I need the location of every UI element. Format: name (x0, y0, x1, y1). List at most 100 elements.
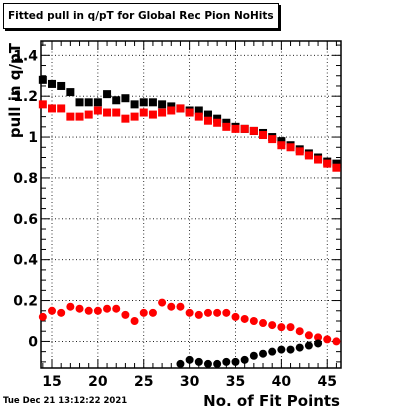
data-point-square (103, 90, 112, 99)
y-tick-label: 1.2 (13, 89, 38, 105)
data-point-circle (167, 302, 176, 311)
data-point-square (158, 108, 167, 117)
data-point-square (167, 106, 176, 115)
data-point-circle (84, 306, 93, 315)
data-point-square (213, 118, 222, 127)
data-point-square (332, 163, 341, 172)
data-point-square (75, 98, 84, 107)
data-point-square (222, 122, 231, 131)
y-tick-label: 0 (28, 334, 38, 350)
data-point-circle (231, 357, 240, 366)
y-tick-label: 0.6 (13, 212, 38, 228)
data-point-square (93, 106, 102, 115)
x-tick-label: 35 (226, 374, 245, 390)
data-point-square (304, 151, 313, 160)
data-point-circle (295, 343, 304, 352)
data-point-circle (314, 339, 323, 348)
x-tick-label: 20 (88, 374, 108, 390)
data-point-square (167, 102, 176, 111)
x-tick-label: 25 (134, 374, 153, 390)
plot-title: Fitted pull in q/pT for Global Rec Pion … (3, 3, 279, 29)
data-point-square (139, 98, 148, 107)
axis-ticks (41, 41, 341, 368)
data-point-square (112, 108, 121, 117)
data-point-circle (268, 321, 277, 330)
data-point-circle (304, 331, 313, 340)
data-point-square (48, 104, 57, 113)
data-point-circle (194, 310, 203, 319)
data-point-square (38, 75, 47, 84)
data-point-square (130, 100, 139, 109)
data-point-square (222, 118, 231, 127)
data-point-square (103, 108, 112, 117)
data-point-circle (203, 308, 212, 317)
data-point-circle (103, 304, 112, 313)
data-point-circle (231, 312, 240, 321)
data-point-square (93, 98, 102, 107)
data-point-circle (286, 345, 295, 354)
data-point-square (194, 106, 203, 115)
data-point-square (203, 116, 212, 125)
y-tick-label: 0.8 (13, 171, 38, 187)
data-point-circle (240, 314, 249, 323)
data-point-square (148, 98, 157, 107)
data-point-square (66, 88, 75, 97)
data-point-circle (249, 351, 258, 360)
data-point-square (240, 124, 249, 133)
data-point-square (48, 79, 57, 88)
y-tick-label: 0.4 (13, 253, 38, 269)
data-point-square (75, 112, 84, 121)
series-2 (38, 298, 341, 346)
x-tick-labels: 15 20 25 30 35 40 45 (42, 374, 337, 390)
data-point-square (314, 155, 323, 164)
x-axis-label: No. of Fit Points (203, 392, 340, 409)
x-tick-label: 40 (272, 374, 292, 390)
grid-lines (41, 41, 341, 368)
data-point-square (148, 110, 157, 119)
x-tick-label: 15 (42, 374, 61, 390)
series-3 (176, 339, 323, 368)
data-point-circle (332, 337, 341, 346)
data-point-circle (75, 304, 84, 313)
y-tick-labels: 0 0.2 0.4 0.6 0.8 1 1.2 1.4 (13, 48, 38, 350)
data-point-circle (295, 327, 304, 336)
data-point-circle (203, 359, 212, 368)
data-point-square (295, 147, 304, 156)
data-point-circle (222, 308, 231, 317)
data-point-circle (304, 341, 313, 350)
data-point-square (277, 137, 286, 146)
data-point-circle (148, 308, 157, 317)
data-point-square (57, 81, 66, 90)
data-point-square (323, 159, 332, 168)
data-point-circle (176, 302, 185, 311)
data-point-square (66, 112, 75, 121)
data-point-circle (213, 308, 222, 317)
data-point-circle (222, 357, 231, 366)
data-point-circle (130, 316, 139, 325)
data-point-square (231, 124, 240, 133)
data-point-circle (185, 308, 194, 317)
x-tick-label: 45 (317, 374, 336, 390)
y-axis-label: pull in q/pT (6, 42, 24, 138)
data-point-circle (259, 319, 268, 328)
data-point-circle (277, 345, 286, 354)
data-markers (38, 75, 341, 368)
data-point-circle (185, 355, 194, 364)
data-point-circle (194, 357, 203, 366)
data-point-circle (66, 302, 75, 311)
data-point-circle (259, 349, 268, 358)
data-point-square (286, 143, 295, 152)
data-point-circle (176, 359, 185, 368)
data-point-circle (249, 316, 258, 325)
data-point-square (57, 104, 66, 113)
data-point-circle (314, 333, 323, 342)
data-point-square (249, 126, 258, 135)
data-point-circle (213, 359, 222, 368)
data-point-square (176, 104, 185, 113)
data-point-square (112, 96, 121, 105)
data-point-circle (158, 298, 167, 307)
data-point-circle (240, 355, 249, 364)
plot-frame (40, 40, 342, 369)
data-point-square (259, 131, 268, 140)
